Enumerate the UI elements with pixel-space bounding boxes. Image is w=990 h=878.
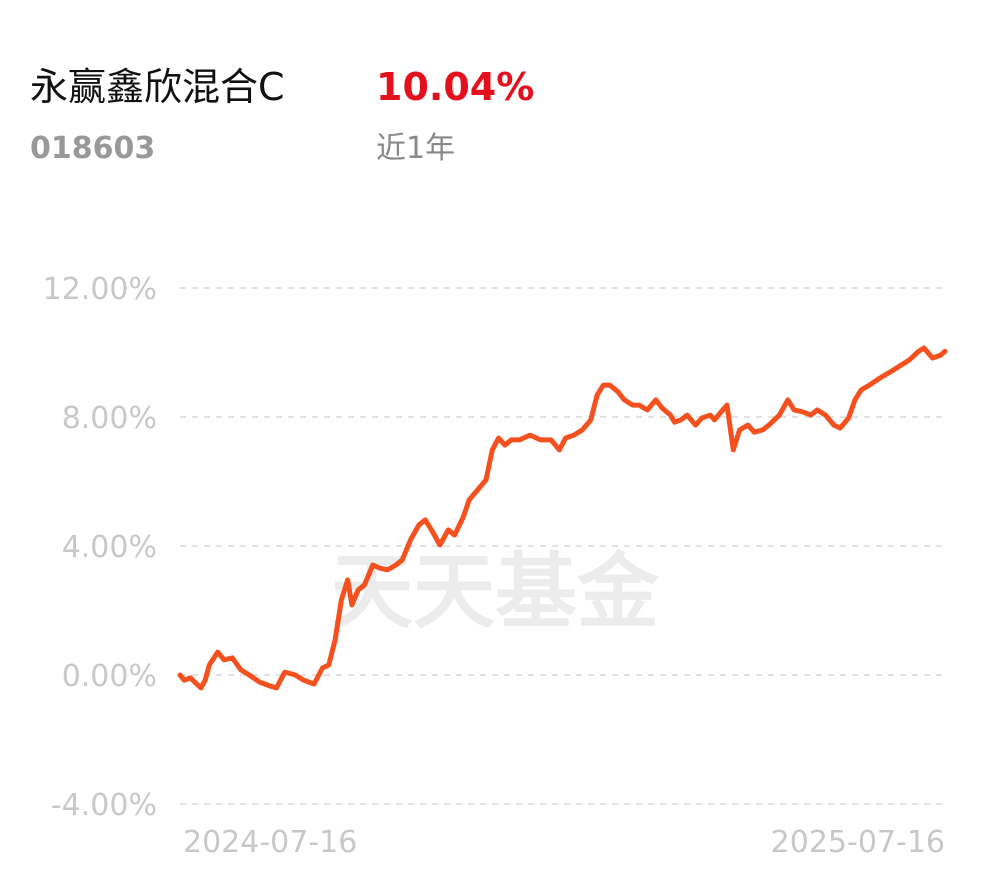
y-tick-label: 4.00% [62, 530, 157, 565]
x-tick-label: 2024-07-16 [183, 825, 357, 860]
fund-code: 018603 [30, 131, 155, 166]
x-tick-label: 2025-07-16 [771, 825, 945, 860]
y-tick-label: 0.00% [62, 659, 157, 694]
line [177, 345, 948, 691]
watermark: 天天基金 [331, 545, 660, 640]
fund-return: 10.04% [376, 65, 534, 109]
fund-name: 永赢鑫欣混合C [30, 65, 285, 109]
y-tick-label: 12.00% [43, 272, 157, 307]
y-tick-label: -4.00% [51, 788, 157, 823]
y-tick-label: 8.00% [62, 401, 157, 436]
period: 近1年 [376, 131, 455, 166]
